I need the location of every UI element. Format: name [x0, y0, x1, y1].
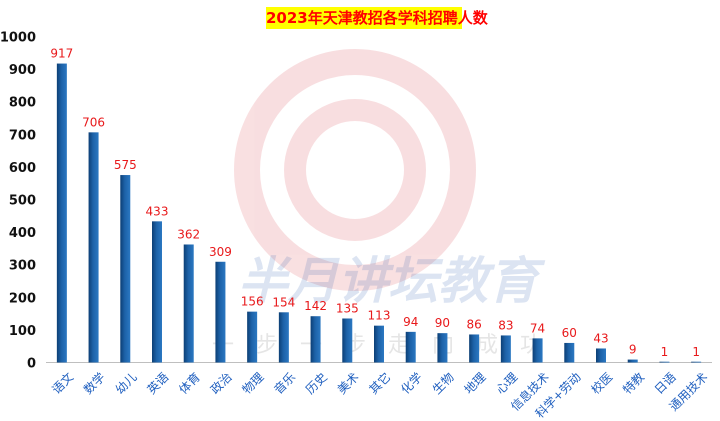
- bar: [342, 318, 353, 363]
- bar: [659, 361, 670, 363]
- bar-value-label: 575: [114, 158, 137, 172]
- bar-value-label: 9: [629, 343, 637, 357]
- bar-value-label: 917: [50, 47, 73, 61]
- bar: [278, 312, 289, 363]
- bar: [405, 331, 416, 363]
- bar: [596, 348, 606, 363]
- x-axis-labels: 语文 数学 幼儿 英语 体育 政治 物理 音乐 历史 美术 其它 化学 生物 地理 心理信息技术科学+劳动校…: [49, 369, 711, 421]
- x-category-label: 历史: [303, 370, 330, 397]
- y-axis: 0 100 200 300 400 500 600 700 800 900 1000: [0, 31, 36, 372]
- x-category-label: 数学: [80, 369, 108, 397]
- bar: [500, 335, 511, 363]
- bar-value-label: 156: [241, 295, 264, 309]
- bars: [56, 63, 702, 363]
- bar-value-label: 43: [593, 331, 608, 345]
- y-tick-label: 900: [9, 63, 36, 78]
- x-category-label: 音乐: [271, 369, 299, 397]
- y-tick-label: 600: [9, 161, 36, 176]
- data-labels: 917 706 575 433 362 309 156 154 142 135 113 94 90 86 8…: [50, 47, 700, 360]
- bar-value-label: 113: [368, 309, 391, 323]
- y-tick-label: 500: [9, 194, 36, 209]
- bar-value-label: 60: [562, 326, 577, 340]
- bar: [532, 338, 543, 363]
- bar-value-label: 433: [146, 204, 169, 218]
- bar-value-label: 86: [467, 317, 482, 331]
- bar: [56, 63, 67, 363]
- bar: [691, 361, 702, 363]
- bar-value-label: 154: [272, 295, 295, 309]
- y-tick-label: 800: [9, 96, 36, 111]
- bar: [437, 333, 448, 363]
- x-category-label: 其它: [366, 369, 394, 397]
- x-category-label: 英语: [144, 370, 171, 397]
- y-tick-label: 700: [9, 128, 36, 143]
- bar: [120, 175, 131, 363]
- watermark-text: 半月讲坛教育: [238, 252, 546, 310]
- y-tick-label: 1000: [0, 31, 36, 46]
- watermark-slogan: 一步一步走向成功: [212, 333, 564, 358]
- chart-title: 2023年天津教招各学科招聘人数: [266, 7, 488, 29]
- y-tick-label: 0: [27, 357, 36, 372]
- x-category-label: 日语: [652, 370, 679, 397]
- bar: [88, 132, 99, 363]
- y-tick-label: 100: [9, 324, 36, 339]
- bar-value-label: 94: [403, 315, 418, 329]
- bar-value-label: 1: [692, 345, 700, 359]
- bar-value-label: 362: [177, 227, 200, 241]
- bar: [374, 325, 384, 363]
- x-category-label: 语文: [49, 369, 77, 397]
- y-tick-label: 400: [9, 226, 36, 241]
- x-category-label: 物理: [240, 370, 267, 397]
- bar: [152, 221, 162, 363]
- bar-value-label: 135: [336, 301, 359, 315]
- bar-value-label: 1: [661, 345, 669, 359]
- bar-value-label: 309: [209, 245, 232, 259]
- x-category-label: 化学: [397, 369, 425, 397]
- x-category-label: 政治: [208, 370, 235, 397]
- bar: [310, 316, 321, 363]
- x-category-label: 生物: [430, 370, 457, 397]
- watermark-logo: [234, 49, 476, 291]
- bar-value-label: 83: [498, 318, 513, 332]
- x-category-label: 幼儿: [113, 370, 140, 397]
- bar: [183, 244, 194, 363]
- bar-value-label: 74: [530, 321, 545, 335]
- bar: [627, 359, 638, 363]
- x-category-label: 美术: [335, 370, 362, 397]
- bar: [215, 261, 226, 363]
- x-category-label: 地理: [462, 370, 489, 397]
- x-category-label: 体育: [175, 369, 203, 397]
- x-category-label: 特教: [619, 369, 647, 397]
- y-tick-label: 200: [9, 291, 36, 306]
- x-category-label: 心理: [493, 370, 520, 397]
- bar: [469, 334, 480, 363]
- bar: [564, 342, 575, 363]
- x-category-label: 校医: [588, 369, 616, 397]
- bar-value-label: 706: [82, 115, 105, 129]
- y-tick-label: 300: [9, 259, 36, 274]
- bar-value-label: 142: [304, 299, 327, 313]
- bar: [247, 311, 258, 363]
- bar-value-label: 90: [435, 316, 450, 330]
